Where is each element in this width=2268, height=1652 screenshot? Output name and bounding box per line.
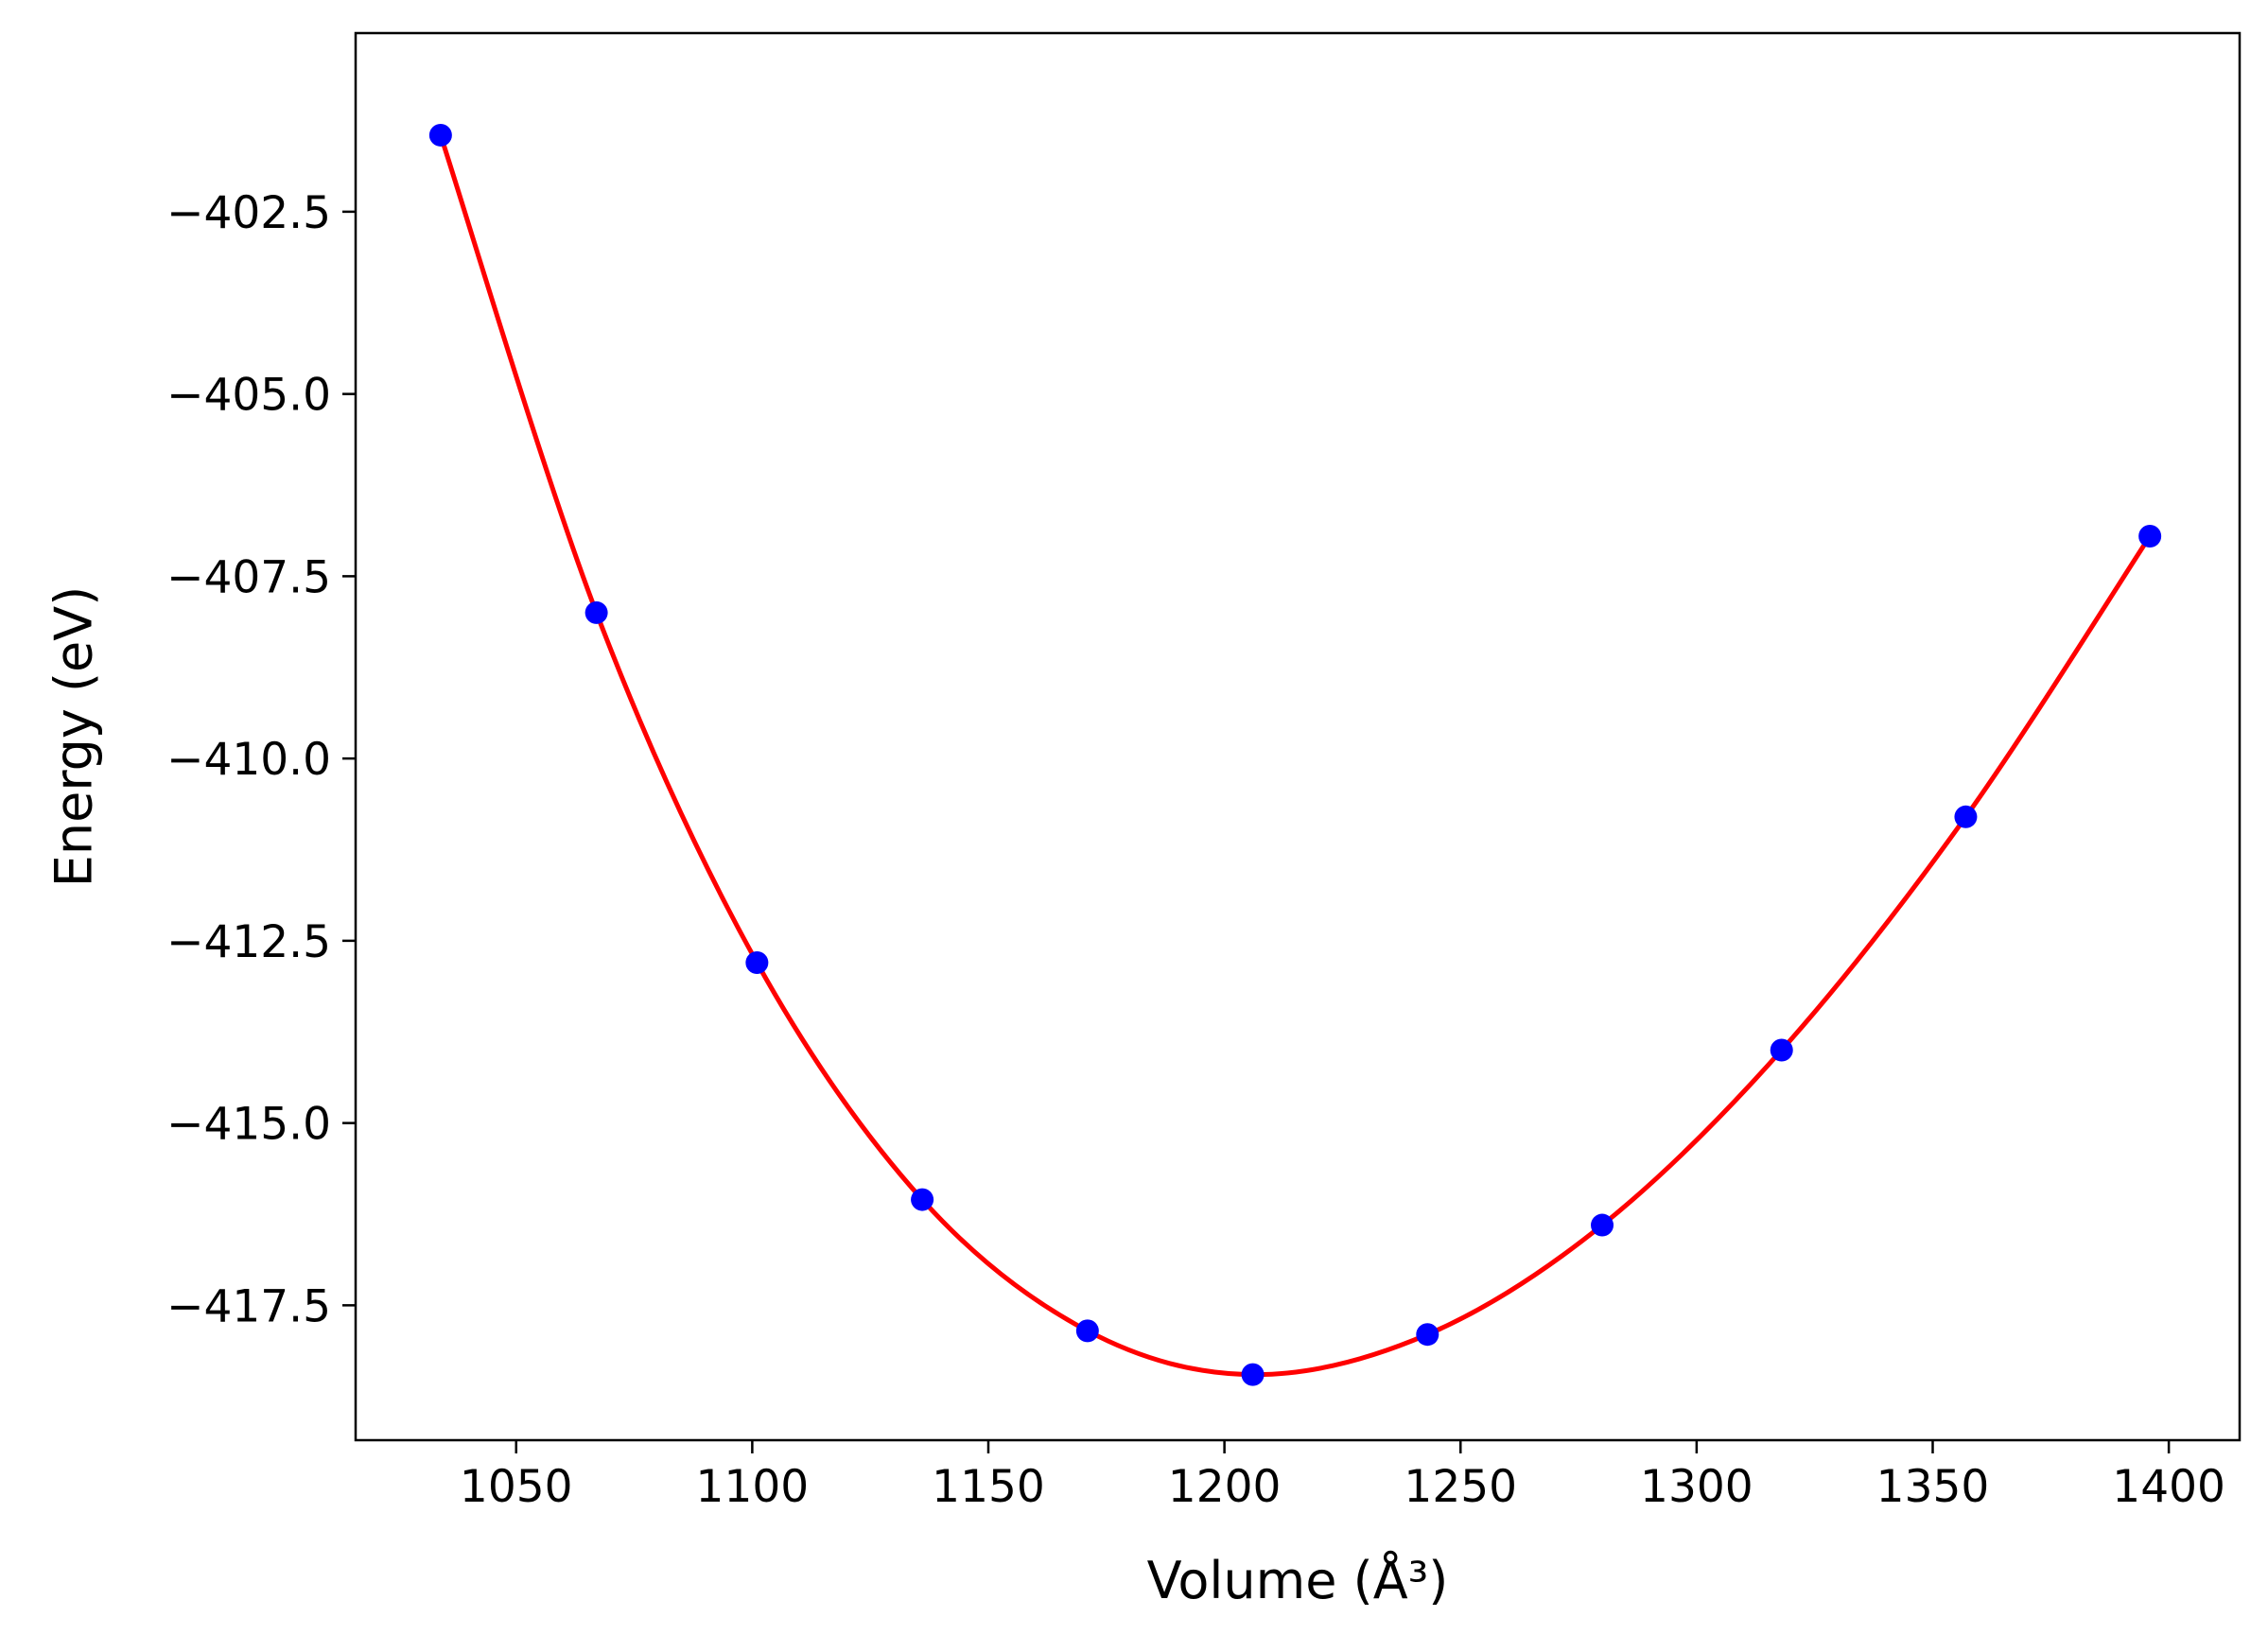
plot-area (354, 31, 2242, 1442)
x-tick-label: 1300 (1640, 1461, 1753, 1513)
data-point (1075, 1319, 1099, 1343)
x-tick-label: 1150 (932, 1461, 1045, 1513)
data-point (745, 951, 769, 975)
data-point (428, 123, 452, 147)
data-point (2138, 524, 2162, 548)
x-tick-label: 1200 (1168, 1461, 1282, 1513)
y-tick-label: −417.5 (166, 1280, 331, 1332)
data-point (584, 600, 608, 624)
data-point (911, 1188, 934, 1211)
data-point (1591, 1213, 1614, 1237)
x-axis-ticks: 1050 1100 1150 1200 1250 1300 1350 1400 (460, 1440, 2225, 1513)
y-tick-label: −410.0 (166, 734, 331, 786)
x-tick-label: 1050 (460, 1461, 573, 1513)
data-point (1241, 1363, 1265, 1386)
y-tick-label: −405.0 (166, 370, 331, 422)
y-axis-ticks: −402.5 −405.0 −407.5 −410.0 −412.5 −415.0 −417… (166, 187, 356, 1332)
x-tick-label: 1400 (2112, 1461, 2225, 1513)
x-tick-label: 1100 (696, 1461, 810, 1513)
data-point (1954, 805, 1978, 828)
x-tick-label: 1350 (1876, 1461, 1990, 1513)
y-tick-label: −412.5 (166, 916, 331, 968)
y-tick-label: −415.0 (166, 1099, 331, 1151)
data-point (1770, 1038, 1793, 1062)
data-point (1416, 1323, 1439, 1347)
x-tick-label: 1250 (1404, 1461, 1517, 1513)
x-axis-title: Volume (Å³) (1147, 1550, 1449, 1610)
y-tick-label: −407.5 (166, 551, 331, 603)
fit-curve-line (438, 134, 2153, 1378)
y-axis-title: Energy (eV) (44, 586, 104, 888)
y-tick-label: −402.5 (166, 187, 331, 239)
plot-frame (354, 31, 2242, 1442)
